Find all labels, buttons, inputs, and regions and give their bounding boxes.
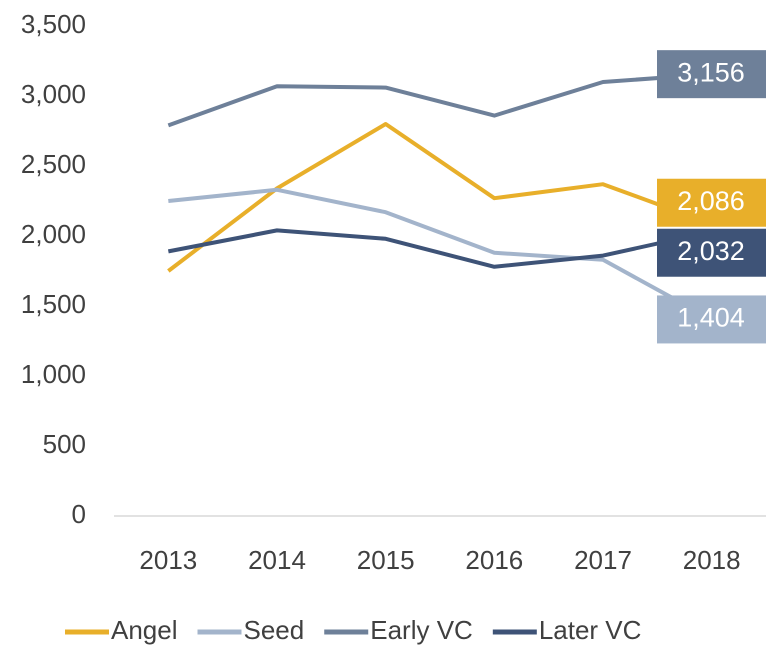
y-tick-label: 1,000 [21, 359, 86, 389]
series-line [167, 228, 713, 269]
x-tick-label: 2016 [465, 545, 523, 575]
y-tick-label: 0 [72, 499, 86, 529]
series-line [168, 187, 713, 322]
value-label: 2,086 [677, 186, 745, 216]
y-tick-label: 3,500 [21, 9, 86, 39]
legend-label: Later VC [539, 615, 642, 645]
x-tick-label: 2014 [248, 545, 306, 575]
y-tick-label: 1,500 [21, 289, 86, 319]
y-tick-label: 2,500 [21, 149, 86, 179]
value-label-box [657, 178, 766, 227]
value-label-box [657, 50, 766, 99]
legend-label: Early VC [370, 615, 473, 645]
value-label: 3,156 [677, 57, 745, 87]
value-label-box [657, 228, 766, 277]
series-line [167, 122, 713, 273]
series-line [167, 72, 712, 128]
x-tick-label: 2018 [683, 545, 741, 575]
x-tick-label: 2013 [139, 545, 197, 575]
x-tick-label: 2015 [357, 545, 415, 575]
y-tick-label: 500 [43, 429, 86, 459]
value-label-box [657, 295, 766, 344]
x-tick-label: 2017 [574, 545, 632, 575]
value-label: 1,404 [677, 303, 745, 333]
legend-label: Seed [244, 615, 305, 645]
y-tick-label: 3,000 [21, 79, 86, 109]
value-label: 2,032 [677, 236, 745, 266]
y-tick-label: 2,000 [21, 219, 86, 249]
legend-label: Angel [111, 615, 178, 645]
